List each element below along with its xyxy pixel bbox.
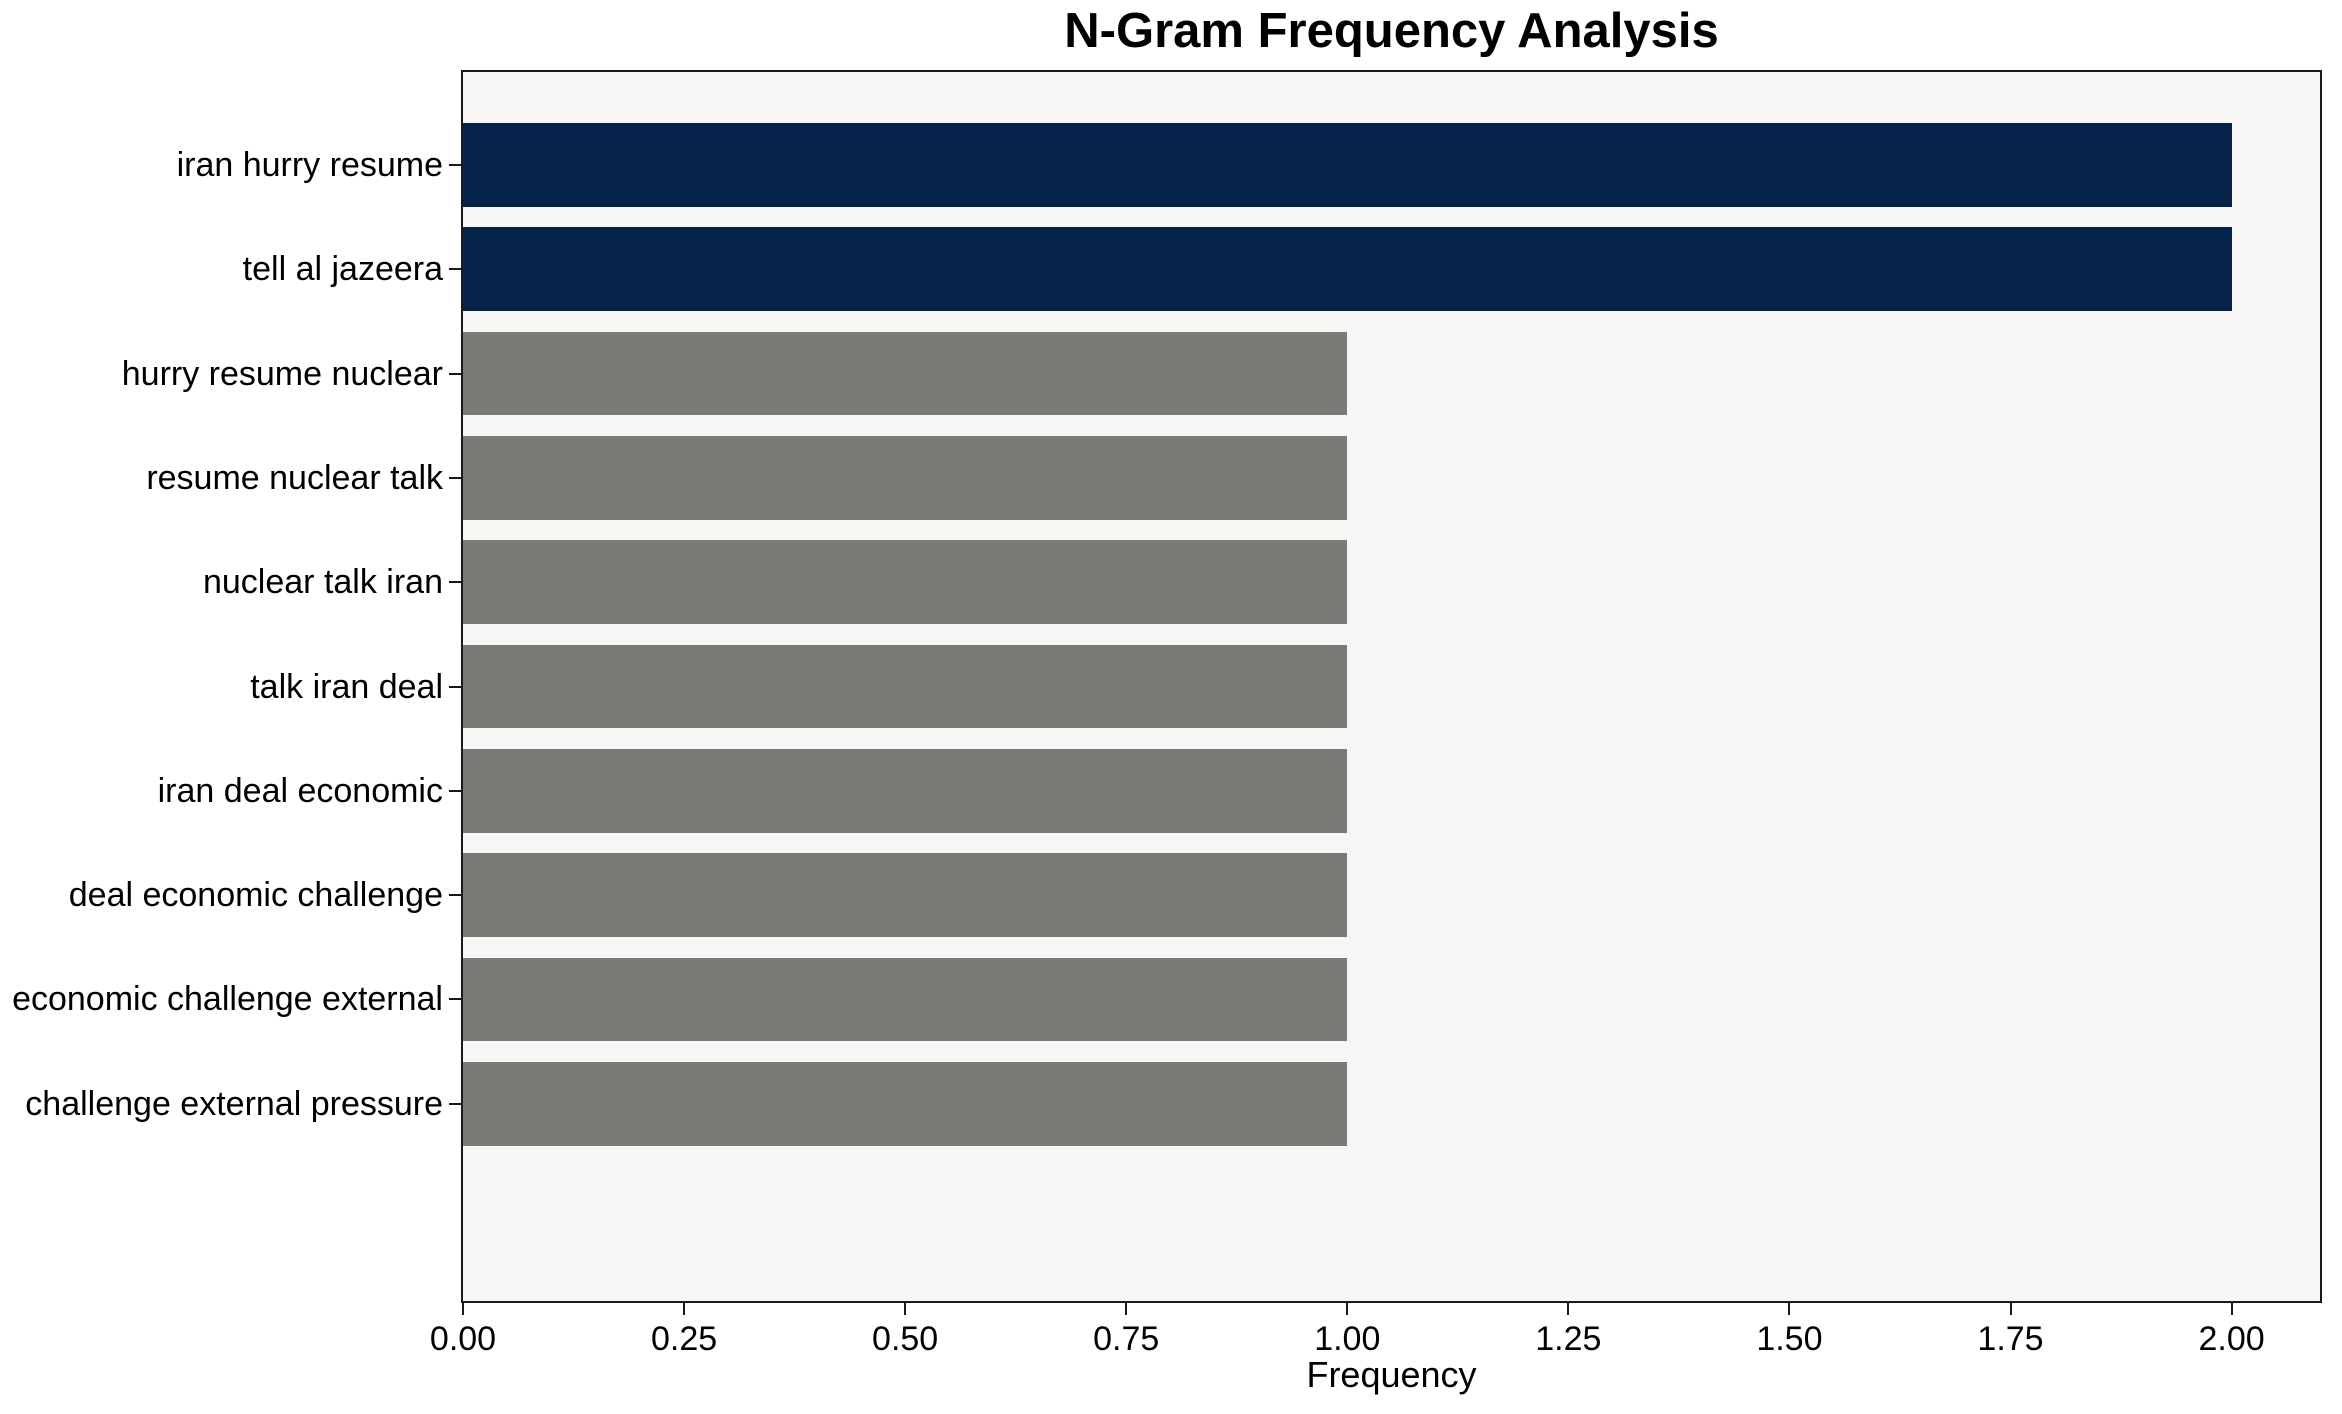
y-axis-label: economic challenge external <box>12 980 443 1019</box>
x-tick-label: 2.00 <box>2198 1320 2265 1358</box>
bar <box>463 436 1348 520</box>
bar <box>463 123 2232 207</box>
x-axis-title: Frequency <box>1306 1354 1477 1395</box>
y-tick <box>449 789 461 792</box>
y-axis-label: talk iran deal <box>250 667 443 706</box>
x-tick-label: 0.25 <box>650 1320 718 1358</box>
plot-area <box>461 70 2322 1303</box>
bar <box>463 1062 1348 1146</box>
x-tick-label: 0.75 <box>1093 1320 1160 1358</box>
bar <box>463 331 1348 416</box>
x-tick-label: 1.75 <box>1977 1320 2044 1358</box>
x-tick-label: 1.00 <box>1314 1320 1381 1358</box>
x-tick-label: 1.50 <box>1756 1320 1823 1358</box>
y-tick <box>449 685 461 688</box>
x-tick-label: 0.00 <box>429 1320 497 1358</box>
x-tick <box>904 1303 907 1315</box>
y-axis-label: deal economic challenge <box>68 876 443 915</box>
y-tick <box>449 1102 461 1105</box>
x-tick-label: 0.50 <box>872 1320 939 1358</box>
x-tick <box>1788 1303 1791 1315</box>
x-tick <box>2230 1303 2233 1315</box>
x-tick-label: 1.25 <box>1535 1320 1602 1358</box>
bar <box>463 227 2232 311</box>
x-tick <box>462 1303 464 1315</box>
x-tick <box>2009 1303 2012 1315</box>
y-tick <box>449 894 461 897</box>
y-axis-label: hurry resume nuclear <box>121 354 443 393</box>
y-axis-label: iran hurry resume <box>176 145 443 184</box>
y-tick <box>449 268 461 271</box>
bar <box>463 749 1348 833</box>
x-tick <box>1567 1303 1570 1315</box>
y-tick <box>449 998 461 1001</box>
chart-title: N-Gram Frequency Analysis <box>1064 4 1719 58</box>
y-axis-label: iran deal economic <box>157 771 443 810</box>
y-tick <box>449 372 461 375</box>
x-tick <box>683 1303 686 1315</box>
y-axis-label: tell al jazeera <box>242 250 443 289</box>
y-axis-label: resume nuclear talk <box>146 458 443 497</box>
y-tick <box>449 581 461 584</box>
y-tick <box>449 163 461 166</box>
x-tick <box>1346 1303 1349 1315</box>
y-axis-label: challenge external pressure <box>25 1084 443 1123</box>
y-tick <box>449 476 461 479</box>
bar <box>463 957 1348 1042</box>
bar <box>463 540 1348 624</box>
bar <box>463 644 1348 729</box>
bar <box>463 853 1348 937</box>
x-tick <box>1125 1303 1128 1315</box>
y-axis-label: nuclear talk iran <box>202 563 443 602</box>
